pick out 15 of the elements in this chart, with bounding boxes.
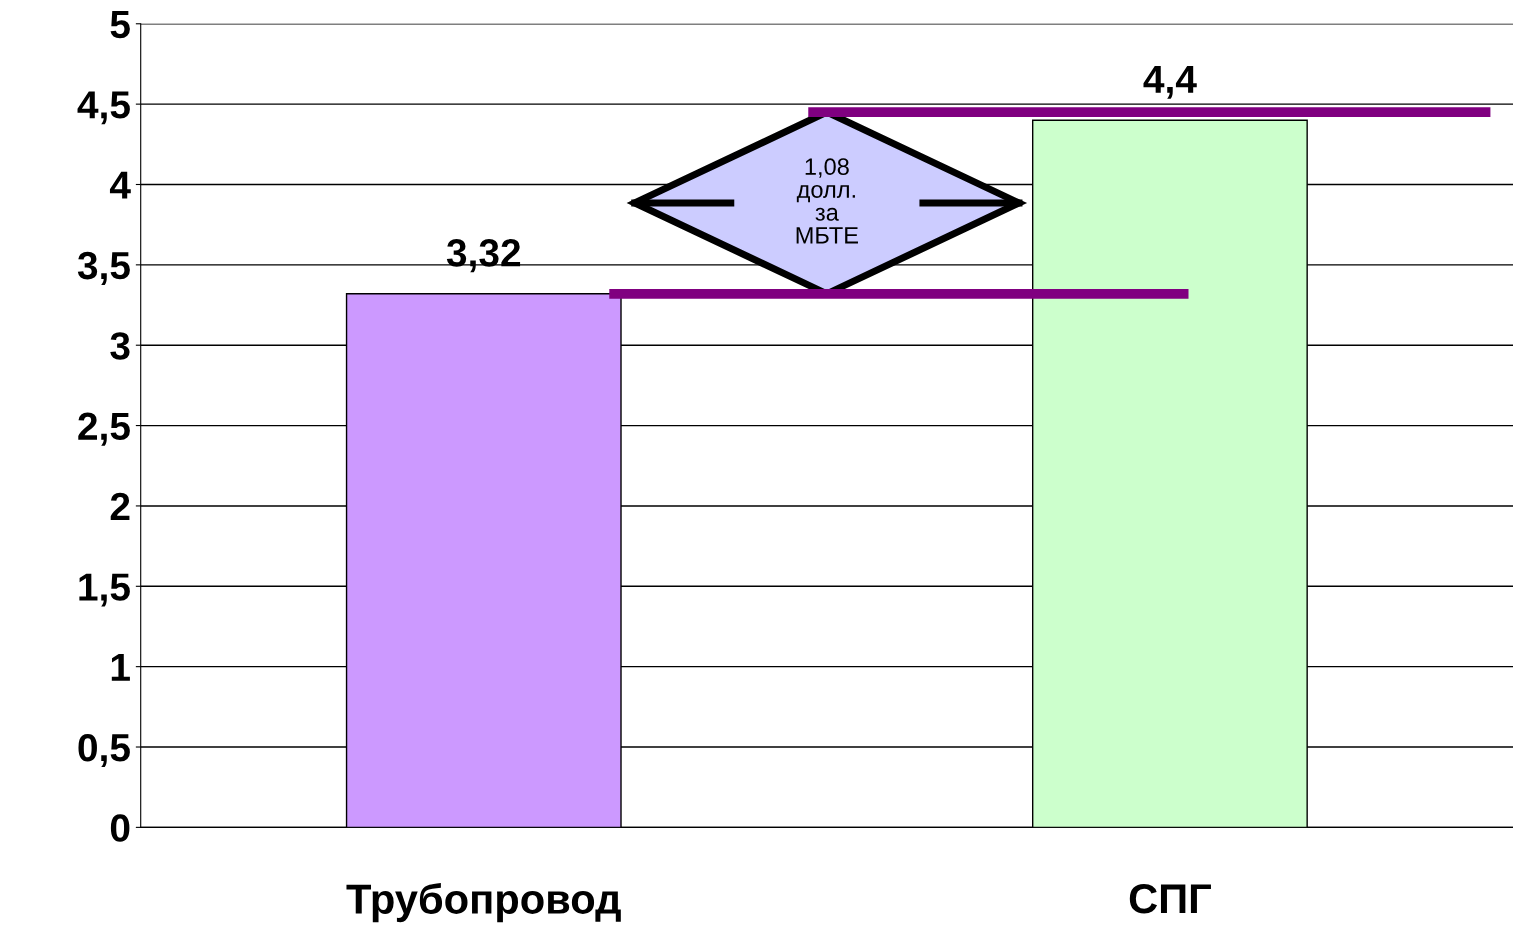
y-tick-label: 1 [111, 653, 130, 681]
y-tick-label: 2,5 [78, 412, 130, 446]
x-tick-label: СПГ [1129, 884, 1211, 914]
y-tick-label: 4 [109, 171, 131, 199]
y-tick-label: 3 [110, 332, 130, 360]
y-tick-label: 0,5 [78, 733, 130, 768]
annotation: 1,08 долл. за МБТЕ [796, 158, 858, 244]
x-tick-label: Трубопровод [346, 882, 621, 923]
y-tick-label: 1,5 [79, 573, 130, 607]
y-tick-label: 0 [110, 814, 130, 842]
y-tick-label: 4,5 [77, 91, 130, 125]
y-tick-label: 5 [110, 11, 130, 39]
y-tick-label: 2 [110, 492, 130, 521]
y-tick-label: 3,5 [77, 251, 130, 285]
data-label: 4,4 [1143, 65, 1197, 99]
